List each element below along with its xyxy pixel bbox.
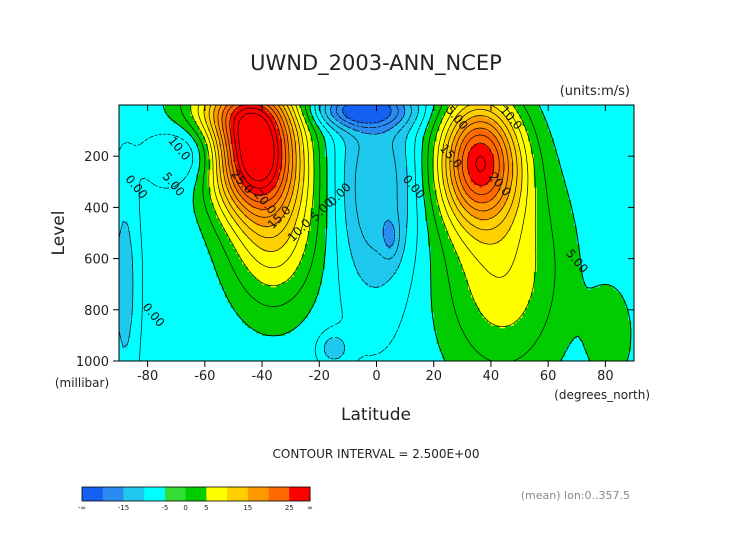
- chart-title: UWND_2003-ANN_NCEP: [250, 51, 502, 76]
- plot-area: [119, 105, 635, 362]
- units-label: (units:m/s): [560, 84, 630, 99]
